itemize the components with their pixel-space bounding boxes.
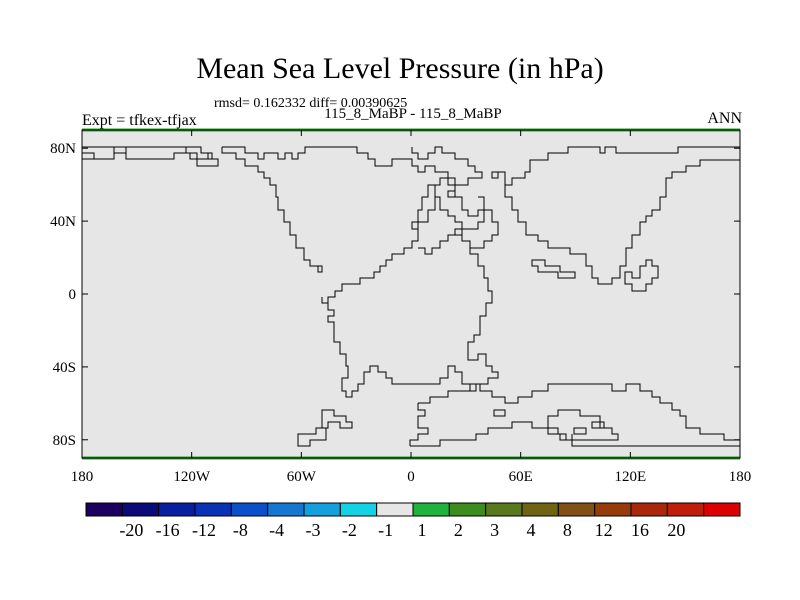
coastlines <box>81 146 740 447</box>
map-field <box>82 130 740 458</box>
colorbar-label: 12 <box>595 520 613 540</box>
x-tick-label: 0 <box>407 469 415 485</box>
map-title: Mean Sea Level Pressure (in hPa) <box>196 52 604 85</box>
colorbar-swatch <box>158 502 196 517</box>
colorbar-swatch <box>521 502 559 517</box>
coastline-australia-east <box>531 259 659 292</box>
coastline-north-america <box>81 146 219 167</box>
x-tick-label: 120E <box>614 469 646 485</box>
colorbar-label: -3 <box>306 520 321 540</box>
colorbar-swatch <box>557 502 596 517</box>
colorbar-label: -1 <box>378 520 393 540</box>
colorbar-label: -20 <box>119 520 143 540</box>
colorbar-swatch <box>594 502 632 517</box>
colorbar-label: 1 <box>418 520 427 540</box>
y-tick-label: 40S <box>53 360 76 376</box>
colorbar-label: 3 <box>490 520 499 540</box>
x-tick-label: 120W <box>173 469 211 485</box>
colorbar-swatch <box>303 502 341 517</box>
colorbar: -20 -16 -12 -8 -4 -3 -2 -1 1 2 3 4 8 12 16 20 <box>85 502 741 540</box>
colorbar-swatch <box>194 502 232 517</box>
colorbar-label: -12 <box>192 520 216 540</box>
coastline-asia <box>491 146 740 285</box>
colorbar-swatch <box>666 502 705 517</box>
colorbar-swatch <box>412 502 450 517</box>
colorbar-label: 20 <box>667 520 685 540</box>
experiment-label: Expt = tfkex-tfjax <box>82 112 197 129</box>
colorbar-label: 8 <box>563 520 572 540</box>
colorbar-label: -8 <box>233 520 248 540</box>
stats-text: rmsd= 0.162332 diff= 0.00390625 <box>214 96 408 111</box>
x-tick-label: 60W <box>287 469 317 485</box>
season-label: ANN <box>707 110 742 127</box>
y-tick-label: 40N <box>50 214 76 230</box>
colorbar-swatch <box>448 502 487 517</box>
x-tick-label: 180 <box>71 469 94 485</box>
x-tick-label: 60E <box>509 469 533 485</box>
colorbar-label: -2 <box>342 520 357 540</box>
colorbar-swatch <box>339 502 378 517</box>
colorbar-swatch <box>121 502 160 517</box>
colorbar-swatch <box>485 502 523 517</box>
y-tick-label: 80N <box>50 141 76 157</box>
colorbar-label: -4 <box>269 520 284 540</box>
colorbar-swatch <box>703 502 741 517</box>
colorbar-swatch <box>230 502 269 517</box>
x-tick-label: 180 <box>729 469 752 485</box>
y-axis: 80N 40N 0 40S 80S <box>50 141 740 449</box>
coastline-north-america-west <box>221 146 483 273</box>
y-tick-label: 0 <box>69 287 77 303</box>
y-tick-label: 80S <box>53 433 76 449</box>
runs-text: 115_8_MaBP - 115_8_MaBP <box>324 106 502 122</box>
colorbar-swatch <box>630 502 668 517</box>
x-axis: 180 120W 60W 0 60E 120E 180 <box>71 130 752 485</box>
colorbar-label: 4 <box>527 520 536 540</box>
coastline-antarctica-south <box>410 421 740 447</box>
colorbar-label: -16 <box>156 520 180 540</box>
colorbar-swatch <box>85 502 123 517</box>
colorbar-swatch <box>376 502 414 517</box>
colorbar-label: 2 <box>454 520 463 540</box>
coastline-india <box>448 196 499 249</box>
colorbar-swatch <box>267 502 305 517</box>
colorbar-label: 16 <box>631 520 649 540</box>
